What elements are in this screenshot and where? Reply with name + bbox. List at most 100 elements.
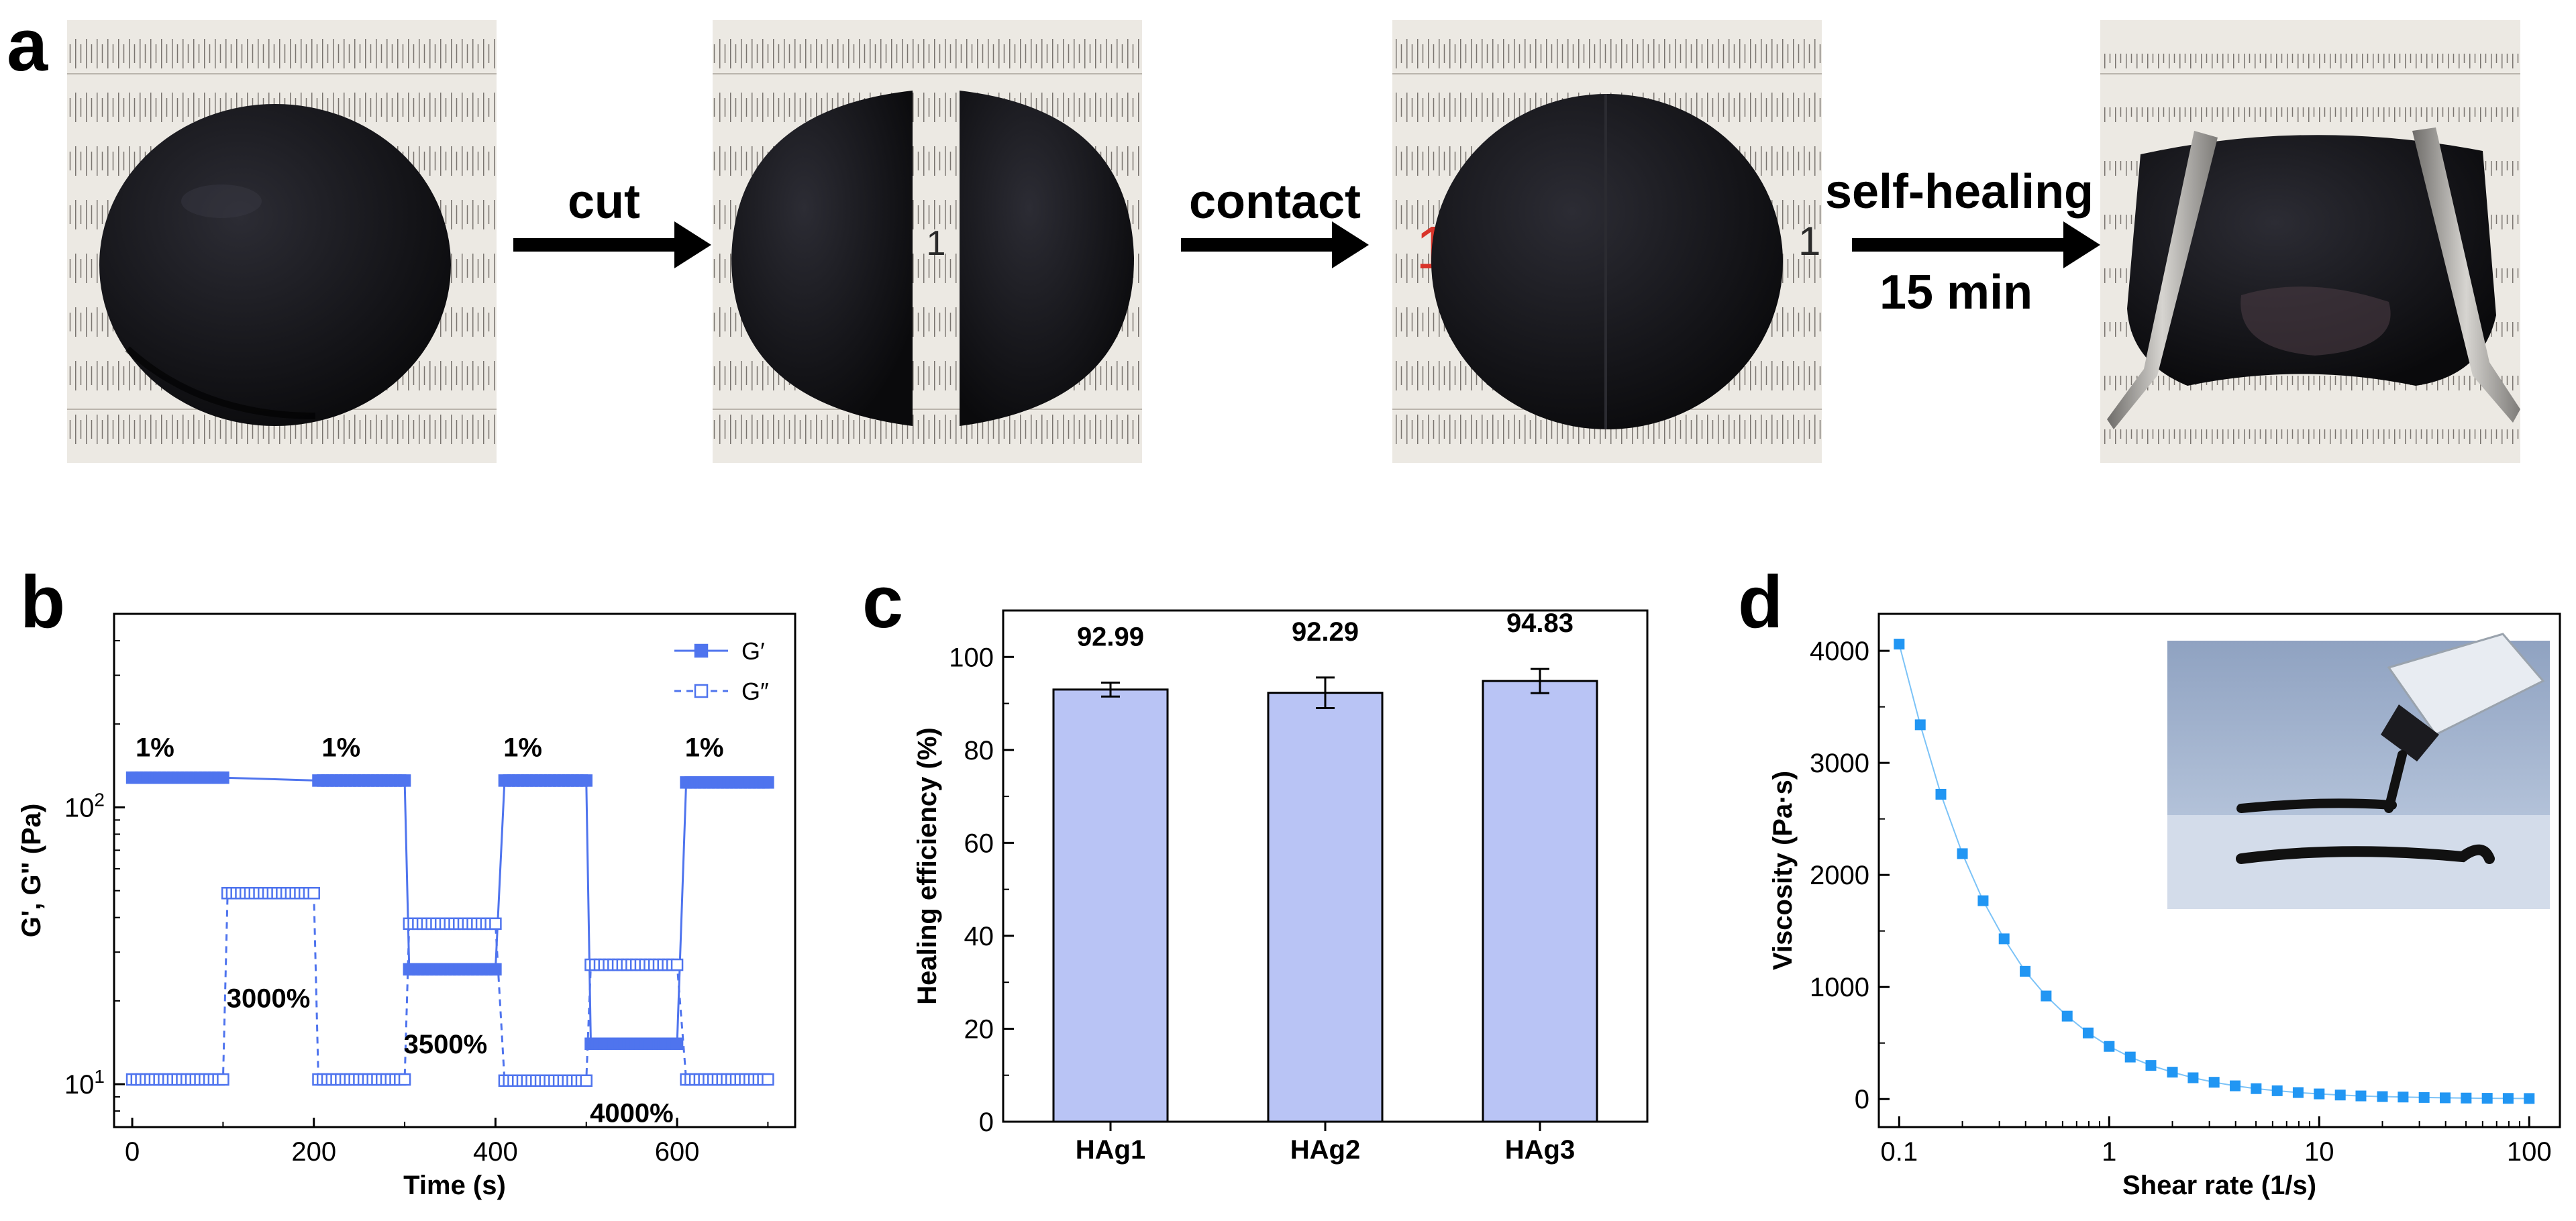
data-point xyxy=(2271,1085,2283,1096)
arrow-self-healing: self-healing 15 min xyxy=(1825,165,2100,319)
data-point xyxy=(762,776,774,789)
arrow-label-cut: cut xyxy=(568,175,640,229)
y-tick-label: 102 xyxy=(64,789,105,822)
y-tick-label: 80 xyxy=(964,736,994,765)
y-tick-label: 40 xyxy=(964,922,994,951)
arrow-contact: contact xyxy=(1181,175,1369,268)
data-point xyxy=(2104,1041,2115,1052)
data-point xyxy=(2167,1067,2178,1078)
annotation: 1% xyxy=(136,733,174,763)
value-label: 94.83 xyxy=(1506,608,1574,638)
y-tick-label: 3000 xyxy=(1810,749,1869,778)
data-point xyxy=(2398,1092,2409,1103)
hydrogel-healed xyxy=(2127,135,2496,386)
data-point xyxy=(2251,1083,2262,1094)
printed-line-2 xyxy=(2236,844,2495,864)
annotation: 3000% xyxy=(227,984,311,1013)
x-tick-label: 1 xyxy=(2102,1137,2116,1167)
legend-marker xyxy=(694,643,709,658)
x-tick-label: 600 xyxy=(655,1137,700,1167)
hydrogel-left-half xyxy=(731,91,913,426)
panel-letter-a: a xyxy=(7,4,48,87)
y-tick-label: 4000 xyxy=(1810,637,1869,666)
ruler-mark: 1 xyxy=(927,224,946,263)
panel-c: c 0 20 40 60 80 100 Healing efficiency (%) HAg1… xyxy=(862,561,1649,1165)
data-point xyxy=(1914,719,1926,731)
annotation: 1% xyxy=(503,733,542,763)
panel-a: a cut 1 xyxy=(7,4,2520,463)
y-tick-label: 20 xyxy=(964,1014,994,1044)
data-point xyxy=(1998,933,2010,945)
data-point xyxy=(2041,990,2052,1002)
data-point xyxy=(2020,965,2031,977)
annotation: 4000% xyxy=(590,1098,674,1128)
panel-letter-b: b xyxy=(20,561,65,643)
data-point xyxy=(217,771,229,784)
arrow-label-self-healing: self-healing xyxy=(1825,165,2094,219)
y-tick-label: 60 xyxy=(964,829,994,858)
annotation: 3500% xyxy=(404,1030,488,1059)
legend-marker xyxy=(694,684,709,698)
x-tick-label: 0 xyxy=(125,1137,140,1167)
data-point xyxy=(2377,1091,2388,1102)
data-point xyxy=(2061,1010,2073,1022)
y-tick-label: 2000 xyxy=(1810,861,1869,890)
arrow-label-contact: contact xyxy=(1189,175,1361,229)
y-tick-label: 100 xyxy=(949,643,994,672)
data-point xyxy=(398,1073,411,1086)
x-tick-label: HAg3 xyxy=(1505,1135,1575,1165)
data-point xyxy=(398,774,411,787)
data-point xyxy=(1977,895,1989,906)
tweezer-left xyxy=(2107,131,2218,429)
tweezer-right xyxy=(2412,127,2520,423)
y-tick-label: 0 xyxy=(979,1108,994,1137)
x-tick-label: 400 xyxy=(473,1137,518,1167)
data-point xyxy=(2187,1072,2199,1083)
extruded-filament xyxy=(2384,750,2407,813)
data-point xyxy=(2461,1092,2472,1104)
data-point xyxy=(580,774,593,787)
annotation: 1% xyxy=(321,733,360,763)
syringe-gel-tip xyxy=(2381,704,2439,761)
data-point xyxy=(2314,1088,2325,1100)
y-axis-title: G', G" (Pa) xyxy=(17,804,46,938)
y-axis-title: Healing efficiency (%) xyxy=(913,727,942,1004)
annotation: 1% xyxy=(685,733,724,763)
hydrogel-disc xyxy=(99,104,451,426)
data-point xyxy=(2440,1092,2451,1104)
data-point xyxy=(2124,1051,2136,1063)
x-tick-label: 0.1 xyxy=(1881,1137,1918,1167)
data-point xyxy=(670,958,684,971)
y-tick-label: 1000 xyxy=(1810,973,1869,1002)
data-point xyxy=(2524,1093,2535,1104)
data-point xyxy=(2208,1077,2220,1088)
arrow-label-duration: 15 min xyxy=(1879,266,2032,319)
data-point xyxy=(489,917,502,931)
data-point xyxy=(2502,1093,2514,1104)
legend-label: G″ xyxy=(741,678,769,705)
x-tick-label: 10 xyxy=(2304,1137,2334,1167)
bar-hag2 xyxy=(1267,692,1384,1123)
data-point xyxy=(217,1073,229,1086)
photo-stretched-healed xyxy=(2100,20,2520,463)
chart-b: 0 200 400 600 101 102 Time (s) G', G" (Pa) G′ G″ 1… xyxy=(17,613,796,1200)
data-point xyxy=(580,1074,593,1087)
chart-c: 0 20 40 60 80 100 Healing efficiency (%) HAg1 92… xyxy=(913,608,1649,1165)
data-point xyxy=(2230,1080,2241,1092)
syringe-barrel xyxy=(2387,633,2545,736)
data-point xyxy=(2418,1092,2430,1103)
data-point xyxy=(2292,1087,2304,1098)
series-line-g-prime xyxy=(132,776,768,1045)
value-label: 92.29 xyxy=(1292,617,1359,647)
x-axis-title: Shear rate (1/s) xyxy=(2122,1171,2316,1200)
panel-letter-d: d xyxy=(1738,561,1783,643)
x-axis-title: Time (s) xyxy=(403,1171,506,1200)
x-tick-label: HAg1 xyxy=(1076,1135,1145,1165)
data-point xyxy=(1957,848,1968,859)
hydrogel-right-half xyxy=(960,91,1134,426)
photo-whole-disc xyxy=(67,20,497,463)
y-axis-title: Viscosity (Pa·s) xyxy=(1768,771,1798,970)
